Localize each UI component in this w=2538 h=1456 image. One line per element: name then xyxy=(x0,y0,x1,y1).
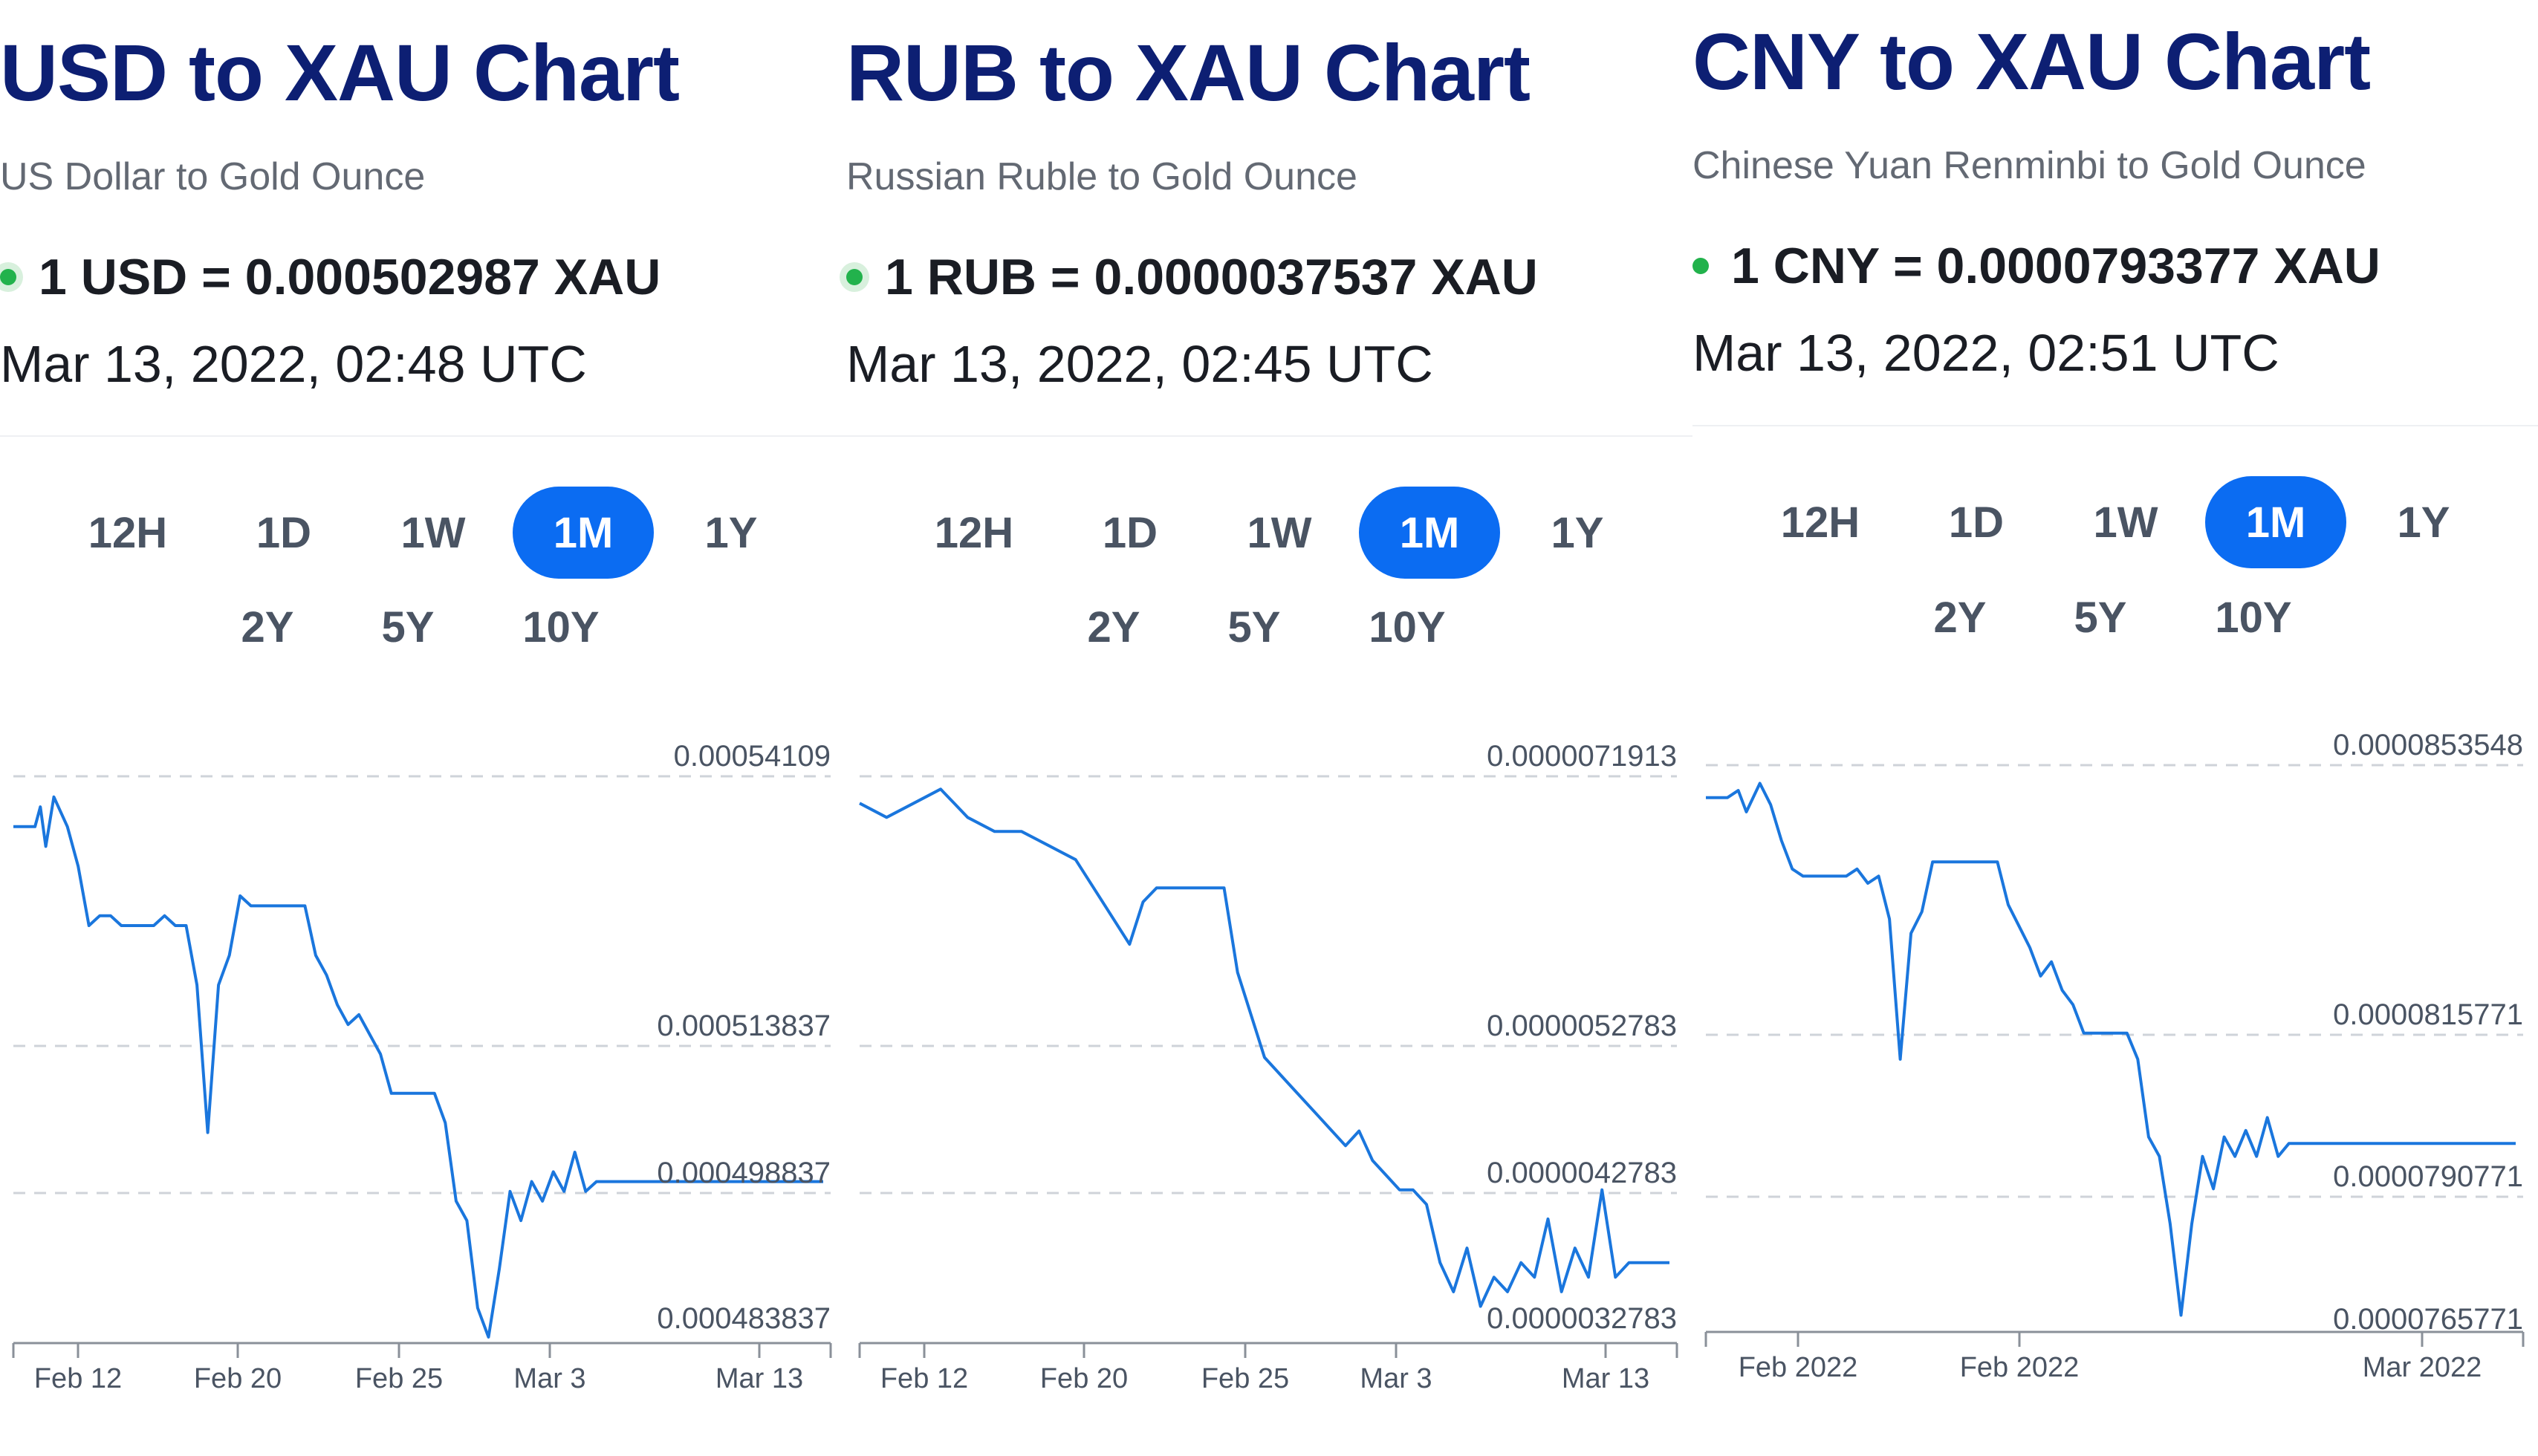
rate-row: 1 CNY = 0.0000793377 XAU xyxy=(1692,237,2380,295)
y-tick-label: 0.0000853548 xyxy=(2333,729,2523,761)
y-tick-label: 0.000483837 xyxy=(657,1302,831,1335)
price-line-chart: Feb 12 Feb 20 Feb 25 Mar 3 Mar 13 0.000007191… xyxy=(858,740,1678,1394)
live-indicator-icon xyxy=(0,269,16,285)
rate-row: 1 USD = 0.000502987 XAU xyxy=(0,248,661,306)
rate-timestamp: Mar 13, 2022, 02:45 UTC xyxy=(846,335,1433,393)
timeframe-1w-button[interactable]: 1W xyxy=(2093,498,2158,547)
timeframe-1y-button[interactable]: 1Y xyxy=(704,508,758,557)
timeframe-5y-button[interactable]: 5Y xyxy=(1227,602,1281,651)
timeframe-1y-button[interactable]: 1Y xyxy=(1551,508,1604,557)
rate-row: 1 RUB = 0.0000037537 XAU xyxy=(846,248,1538,306)
timeframe-5y-button[interactable]: 5Y xyxy=(2074,593,2127,642)
x-tick-label: Mar 13 xyxy=(715,1363,803,1394)
x-tick-label: Feb 25 xyxy=(355,1363,443,1394)
x-tick-label: Feb 12 xyxy=(880,1363,968,1394)
page-subtitle: US Dollar to Gold Ounce xyxy=(0,155,426,198)
timeframe-1y-button[interactable]: 1Y xyxy=(2397,498,2450,547)
x-tick-label: Mar 3 xyxy=(1360,1363,1432,1394)
page-subtitle: Chinese Yuan Renminbi to Gold Ounce xyxy=(1692,144,2366,187)
rate-timestamp: Mar 13, 2022, 02:48 UTC xyxy=(0,335,587,393)
timeframe-10y-button[interactable]: 10Y xyxy=(1369,602,1446,651)
y-tick-label: 0.000498837 xyxy=(657,1157,831,1189)
timeframe-12h-button[interactable]: 12H xyxy=(1780,498,1860,547)
price-series-line xyxy=(1706,781,2516,1317)
screenshot-canvas: USD to XAU Chart US Dollar to Gold Ounce… xyxy=(0,0,2538,1426)
divider xyxy=(1692,425,2538,426)
timeframe-1d-button[interactable]: 1D xyxy=(1102,508,1158,557)
timeframe-1m-button[interactable]: 1M xyxy=(2205,476,2346,568)
timeframe-12h-button[interactable]: 12H xyxy=(88,508,168,557)
timeframe-1w-button[interactable]: 1W xyxy=(400,508,466,557)
price-line-chart: Feb 12 Feb 20 Feb 25 Mar 3 Mar 13 0.00054109 0… xyxy=(12,740,832,1394)
x-tick-label: Mar 3 xyxy=(513,1363,585,1394)
page-subtitle: Russian Ruble to Gold Ounce xyxy=(846,155,1357,198)
y-tick-label: 0.0000790771 xyxy=(2333,1160,2523,1193)
y-tick-label: 0.0000032783 xyxy=(1487,1302,1677,1335)
timeframe-1w-button[interactable]: 1W xyxy=(1247,508,1312,557)
timeframe-2y-button[interactable]: 2Y xyxy=(1087,602,1140,651)
timeframe-2y-button[interactable]: 2Y xyxy=(241,602,294,651)
page-title: RUB to XAU Chart xyxy=(846,27,1531,117)
x-tick-label: Feb 2022 xyxy=(1739,1352,1858,1383)
live-indicator-icon xyxy=(846,269,863,285)
divider xyxy=(0,435,846,437)
cny-xau-panel: CNY to XAU Chart Chinese Yuan Renminbi t… xyxy=(1692,0,2538,1426)
x-tick-label: Feb 20 xyxy=(194,1363,282,1394)
y-tick-label: 0.0000052783 xyxy=(1487,1010,1677,1042)
x-tick-label: Feb 25 xyxy=(1201,1363,1289,1394)
y-tick-label: 0.0000765771 xyxy=(2333,1303,2523,1336)
x-tick-label: Mar 13 xyxy=(1562,1363,1649,1394)
page-title: USD to XAU Chart xyxy=(0,27,680,117)
exchange-rate: 1 RUB = 0.0000037537 XAU xyxy=(885,249,1538,305)
exchange-rate: 1 CNY = 0.0000793377 XAU xyxy=(1731,238,2380,294)
y-tick-label: 0.0000042783 xyxy=(1487,1157,1677,1189)
live-indicator-icon xyxy=(1692,258,1709,274)
exchange-rate: 1 USD = 0.000502987 XAU xyxy=(39,249,661,305)
price-series-line xyxy=(13,795,823,1339)
x-tick-label: Mar 2022 xyxy=(2363,1352,2482,1383)
price-series-line xyxy=(859,787,1669,1308)
timeframe-1m-button[interactable]: 1M xyxy=(513,487,654,579)
timeframe-12h-button[interactable]: 12H xyxy=(934,508,1014,557)
page-title: CNY to XAU Chart xyxy=(1692,16,2371,106)
x-tick-label: Feb 12 xyxy=(34,1363,122,1394)
timeframe-5y-button[interactable]: 5Y xyxy=(381,602,435,651)
timeframe-1d-button[interactable]: 1D xyxy=(256,508,312,557)
y-tick-label: 0.0000815771 xyxy=(2333,998,2523,1031)
x-tick-label: Feb 20 xyxy=(1040,1363,1128,1394)
price-line-chart: Feb 2022 Feb 2022 Mar 2022 0.0000853548 0.00… xyxy=(1704,729,2525,1383)
y-tick-label: 0.00054109 xyxy=(674,740,831,773)
x-tick-label: Feb 2022 xyxy=(1960,1352,2080,1383)
usd-xau-panel: USD to XAU Chart US Dollar to Gold Ounce… xyxy=(0,0,846,1426)
y-tick-label: 0.0000071913 xyxy=(1487,740,1677,773)
timeframe-10y-button[interactable]: 10Y xyxy=(2215,593,2292,642)
timeframe-10y-button[interactable]: 10Y xyxy=(522,602,600,651)
y-tick-label: 0.000513837 xyxy=(657,1010,831,1042)
timeframe-1m-button[interactable]: 1M xyxy=(1359,487,1500,579)
rub-xau-panel: RUB to XAU Chart Russian Ruble to Gold O… xyxy=(846,0,1692,1426)
timeframe-1d-button[interactable]: 1D xyxy=(1948,498,2005,547)
rate-timestamp: Mar 13, 2022, 02:51 UTC xyxy=(1692,324,2279,382)
divider xyxy=(846,435,1692,437)
timeframe-2y-button[interactable]: 2Y xyxy=(1933,593,1987,642)
